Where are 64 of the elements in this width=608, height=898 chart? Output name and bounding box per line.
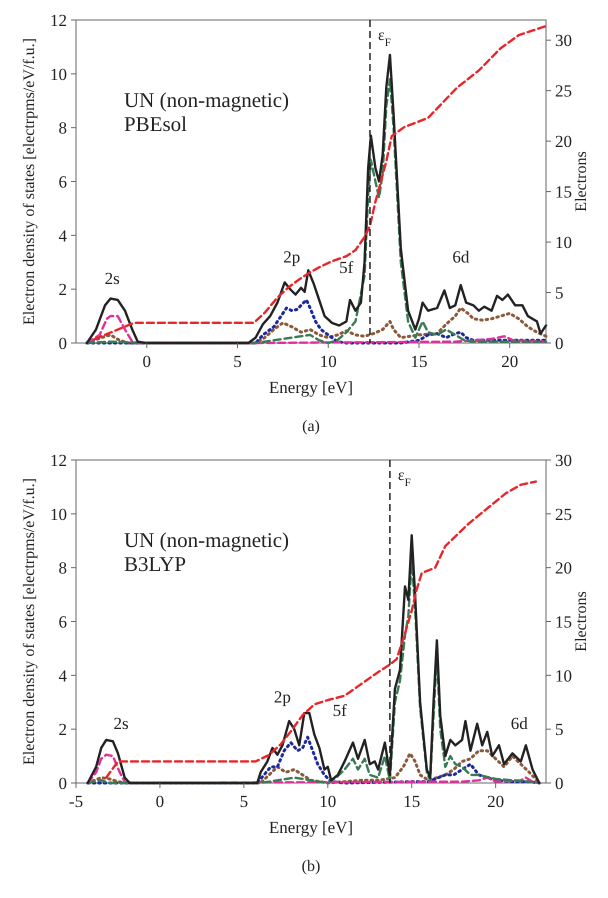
y-tick-label: 4	[58, 226, 68, 246]
y-tick-label: 10	[50, 504, 67, 524]
y2-tick-label: 0	[555, 334, 564, 353]
y2-tick-label: 30	[555, 450, 572, 470]
x-tick-label: 0	[142, 352, 152, 371]
y-tick-label: 10	[50, 64, 67, 84]
y-tick-label: 0	[58, 774, 67, 793]
x-axis-title: Energy [eV]	[268, 818, 354, 837]
annotation: 6d	[452, 247, 470, 266]
line-series	[86, 736, 541, 784]
y2-tick-label: 25	[555, 82, 572, 101]
y2-tick-label: 10	[555, 233, 572, 252]
y-tick-label: 12	[50, 10, 67, 30]
annotation: 6d	[510, 714, 528, 734]
y2-axis-title: Electrons	[573, 591, 590, 652]
x-tick-label: 10	[320, 352, 337, 371]
y-tick-label: 2	[58, 720, 67, 740]
x-tick-label: 0	[156, 792, 164, 811]
ref-line-label: ε$_{F}$	[398, 467, 411, 489]
line-series	[105, 480, 538, 779]
y-tick-label: 6	[58, 172, 67, 192]
annotation: 5f	[332, 700, 348, 720]
x-tick-label: 5	[240, 792, 248, 811]
y-tick-label: 6	[58, 612, 67, 632]
y-tick-label: 0	[58, 334, 67, 353]
y2-tick-label: 15	[555, 182, 572, 202]
y2-tick-label: 25	[555, 504, 572, 524]
line-series	[85, 298, 548, 344]
annotation: UN (non-magnetic)	[124, 528, 290, 552]
x-tick-label: 15	[403, 792, 420, 811]
y2-tick-label: 5	[555, 720, 564, 740]
y-axis-title: Electron density of states [electrpms/eV/f.u.]	[21, 38, 38, 326]
y2-tick-label: 20	[555, 558, 572, 578]
ref-line-label: ε$_{F}$	[378, 27, 391, 49]
x-axis-title: Energy [eV]	[268, 378, 354, 397]
y-axis-title: Electron density of states [electrpms/eV/f.u.]	[21, 478, 38, 766]
y2-tick-label: 15	[555, 612, 572, 632]
x-tick-label: 5	[233, 352, 242, 371]
y2-tick-label: 20	[555, 132, 572, 152]
y2-tick-label: 10	[555, 666, 572, 686]
annotation: 2s	[114, 714, 129, 734]
annotation: B3LYP	[124, 552, 186, 576]
x-tick-label: 20	[487, 792, 504, 811]
y-tick-label: 4	[58, 666, 68, 686]
text: (b)	[302, 858, 320, 875]
y-tick-label: 2	[58, 280, 67, 300]
x-tick-label: 15	[410, 352, 428, 371]
y2-tick-label: 30	[555, 31, 572, 50]
annotation: 2p	[283, 247, 300, 266]
x-tick-label: -5	[68, 792, 84, 811]
annotation: 5f	[339, 258, 354, 277]
text: (a)	[302, 418, 320, 435]
annotation: 2p	[274, 687, 291, 706]
y2-tick-label: 5	[555, 283, 564, 302]
y2-axis-title: Electrons	[573, 151, 590, 212]
annotation: 2s	[104, 268, 120, 288]
y2-tick-label: 0	[555, 774, 564, 793]
annotation: UN (non-magnetic)	[124, 88, 290, 112]
y-tick-label: 8	[58, 118, 67, 138]
x-tick-label: 10	[319, 792, 336, 811]
y-tick-label: 8	[58, 558, 67, 578]
annotation: PBEsol	[124, 112, 188, 136]
x-tick-label: 20	[501, 352, 518, 371]
y-tick-label: 12	[50, 450, 67, 470]
